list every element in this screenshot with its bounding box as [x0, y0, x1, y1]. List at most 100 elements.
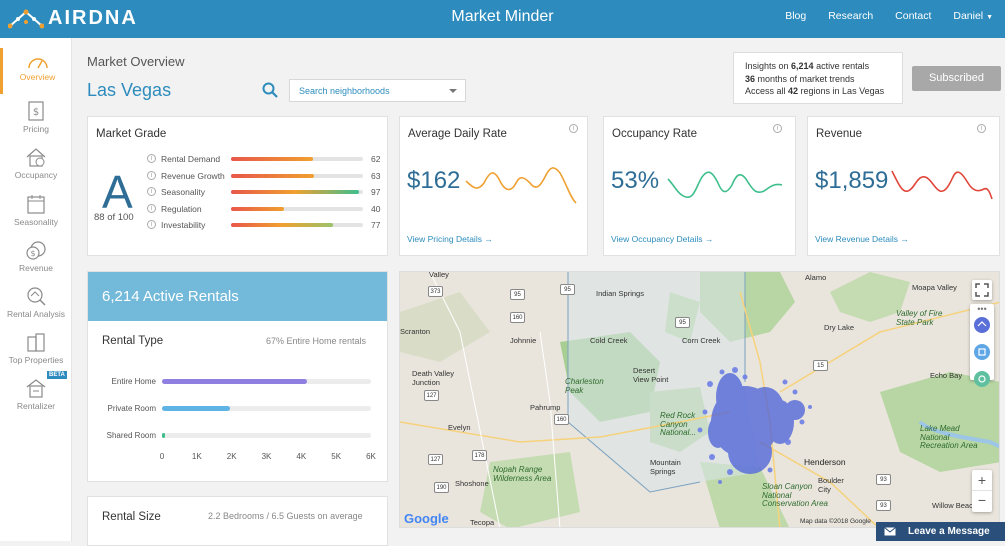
info-icon[interactable]: i: [773, 124, 782, 133]
grade-row-fill: [231, 173, 315, 178]
zoom-in-button[interactable]: +: [972, 470, 992, 491]
map-label: Willow Beach: [932, 501, 978, 510]
svg-text:$: $: [30, 249, 35, 258]
bar-track: [162, 433, 371, 438]
bar-row: Private Room: [88, 404, 388, 414]
map-label: Evelyn: [448, 423, 471, 432]
view-revenue-details-link[interactable]: View Revenue Details →: [815, 234, 909, 244]
map-label: Echo Bay: [930, 371, 963, 380]
map-label: Death Valley Junction: [412, 369, 454, 387]
x-tick-label: 2K: [226, 452, 237, 461]
info-icon[interactable]: i: [147, 170, 156, 180]
grade-row-value: 40: [371, 203, 381, 214]
grade-row-track: [231, 173, 363, 178]
rental-type-subtitle: 67% Entire Home rentals: [266, 336, 367, 346]
top-nav: Blog Research Contact Daniel ▼: [785, 10, 993, 22]
info-icon[interactable]: i: [147, 203, 156, 213]
sidebar-item-label: Pricing: [23, 124, 49, 134]
revenue-sparkline: [891, 170, 993, 200]
occupancy-card: Occupancy Rate i 53% View Occupancy Deta…: [603, 116, 796, 256]
sidebar: Overview $ Pricing Occupancy Seasonality…: [0, 38, 72, 541]
info-icon[interactable]: i: [147, 187, 156, 196]
grade-row-fill: [231, 223, 333, 227]
map-label: Valley: [429, 271, 449, 279]
search-icon[interactable]: [262, 82, 278, 98]
grade-row: i Revenue Growth 63: [147, 170, 380, 182]
bar[interactable]: [162, 433, 166, 438]
leave-message-button[interactable]: Leave a Message: [876, 522, 1005, 541]
grade-row: i Regulation 40: [147, 203, 381, 215]
map-label: Nopah Range Wilderness Area: [493, 465, 552, 483]
route-shield: 190: [434, 482, 449, 493]
top-bar: AIRDNA Market Minder Blog Research Conta…: [0, 0, 1005, 38]
more-icon[interactable]: •••: [977, 304, 987, 314]
route-shield: 93: [876, 500, 891, 511]
user-menu[interactable]: Daniel ▼: [953, 10, 993, 22]
bar[interactable]: [162, 406, 230, 411]
map-label: Johnnie: [510, 336, 537, 345]
bar-row: Entire Home: [88, 377, 388, 387]
sidebar-item-revenue[interactable]: $ Revenue: [0, 233, 72, 279]
rental-size-card: Rental Size 2.2 Bedrooms / 6.5 Guests on…: [87, 496, 388, 546]
sidebar-item-rentalizer[interactable]: BETA Rentalizer: [0, 371, 72, 417]
route-shield: 15: [813, 360, 828, 371]
sidebar-item-pricing[interactable]: $ Pricing: [0, 94, 72, 140]
sidebar-item-top-properties[interactable]: Top Properties: [0, 325, 72, 371]
kpi-title: Revenue: [816, 128, 863, 140]
kpi-value: $1,859: [815, 167, 889, 194]
active-rentals-card: 6,214 Active Rentals Rental Type 67% Ent…: [87, 271, 388, 482]
rooms-layer-icon[interactable]: [970, 341, 994, 363]
info-icon[interactable]: i: [147, 154, 156, 163]
grade-row-label: Revenue Growth: [161, 170, 225, 181]
envelope-icon: [884, 527, 896, 536]
x-tick-label: 3K: [261, 452, 272, 461]
logo-text: AIRDNA: [48, 7, 138, 29]
logo[interactable]: AIRDNA: [8, 7, 138, 30]
bar[interactable]: [162, 379, 307, 384]
sidebar-item-overview[interactable]: Overview: [0, 48, 72, 94]
rentals-map[interactable]: Valley Alamo Moapa Valley Indian Springs…: [399, 271, 1000, 528]
occupancy-sparkline: [667, 171, 783, 198]
bar-label: Shared Room: [106, 431, 156, 440]
subscribed-button[interactable]: Subscribed: [912, 66, 1001, 91]
zoom-controls: + −: [972, 470, 992, 512]
grade-score: 88 of 100: [94, 212, 134, 223]
view-occupancy-details-link[interactable]: View Occupancy Details →: [611, 234, 714, 244]
grade-row-track: [231, 157, 363, 161]
rental-type-title: Rental Type: [102, 335, 164, 347]
grade-row-value: 77: [371, 220, 381, 230]
fullscreen-button[interactable]: [972, 280, 992, 300]
neighborhood-search-select[interactable]: Search neighborhoods: [289, 79, 466, 102]
grade-row-track: [231, 223, 363, 227]
sidebar-item-rental-analysis[interactable]: Rental Analysis: [0, 279, 72, 325]
google-logo-text: Google: [404, 511, 449, 526]
adr-card: Average Daily Rate i $162 View Pricing D…: [399, 116, 588, 256]
shared-layer-icon[interactable]: [970, 368, 994, 390]
sidebar-item-occupancy[interactable]: Occupancy: [0, 140, 72, 186]
info-icon[interactable]: i: [147, 220, 156, 229]
map-label: Corn Creek: [682, 336, 721, 345]
revenue-card: Revenue i $1,859 View Revenue Details →: [807, 116, 1000, 256]
view-pricing-details-link[interactable]: View Pricing Details →: [407, 234, 493, 244]
info-icon[interactable]: i: [977, 124, 986, 133]
nav-research[interactable]: Research: [828, 10, 874, 22]
map-label: Tecopa: [470, 518, 495, 527]
arrow-right-icon: →: [900, 234, 909, 244]
zoom-out-button[interactable]: −: [977, 492, 987, 508]
sidebar-item-seasonality[interactable]: Seasonality: [0, 187, 72, 233]
kpi-title: Average Daily Rate: [408, 128, 507, 140]
grade-row-label: Rental Demand: [161, 154, 221, 164]
grade-row-fill: [231, 206, 284, 211]
calendar-icon: [27, 195, 45, 214]
x-tick-label: 0: [159, 452, 165, 461]
bar-label: Private Room: [107, 404, 156, 413]
info-icon[interactable]: i: [569, 124, 578, 133]
homes-layer-icon[interactable]: [970, 314, 994, 336]
grade-row-value: 97: [371, 187, 381, 197]
grade-row: i Rental Demand 62: [147, 153, 380, 165]
nav-blog[interactable]: Blog: [785, 10, 807, 22]
chevron-down-icon: [449, 89, 457, 93]
nav-contact[interactable]: Contact: [895, 10, 932, 22]
route-shield: 160: [554, 414, 569, 425]
arrow-right-icon: →: [484, 234, 493, 244]
